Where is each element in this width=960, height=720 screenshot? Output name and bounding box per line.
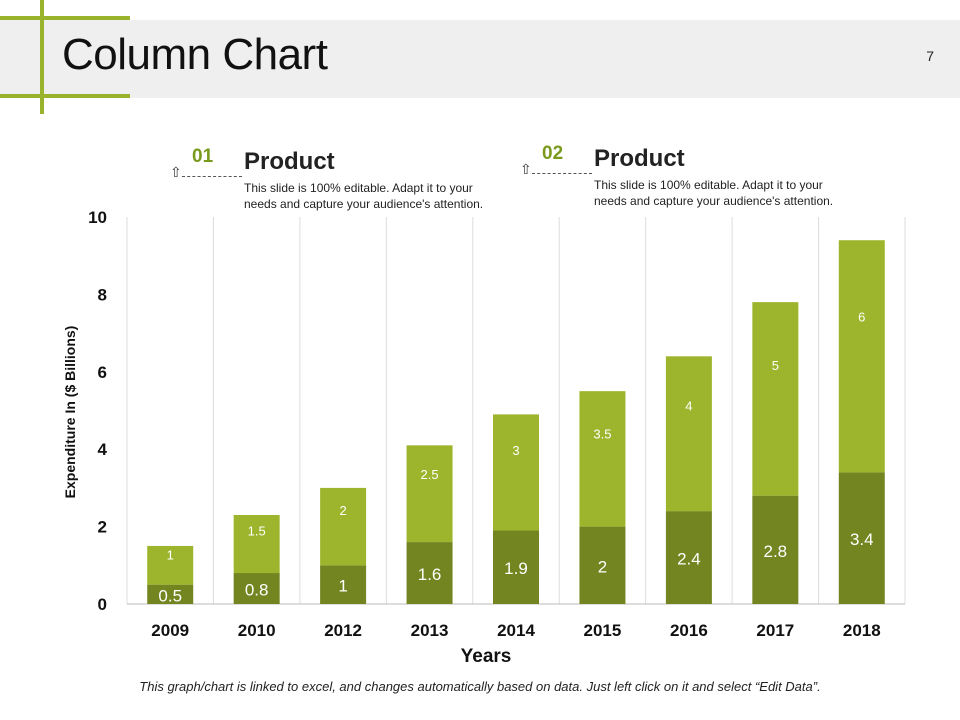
data-label: 3.4 [850, 530, 874, 549]
data-label: 2.8 [764, 542, 788, 561]
data-label: 0.5 [158, 586, 182, 605]
data-label: 3.5 [593, 427, 611, 442]
y-tick-label: 0 [98, 595, 107, 614]
callout-heading: Product [594, 145, 685, 172]
x-axis-title: Years [461, 646, 512, 667]
x-tick-label: 2018 [843, 621, 881, 640]
data-label: 1.6 [418, 565, 442, 584]
accent-line-top [0, 16, 130, 20]
bar-segment [665, 511, 712, 604]
data-label: 2 [339, 503, 346, 518]
y-tick-label: 4 [98, 440, 108, 459]
y-tick-label: 8 [98, 285, 107, 304]
dashed-leader [182, 176, 242, 177]
bar-segment [838, 472, 885, 604]
callout-number: 02 [542, 143, 564, 164]
data-label: 6 [858, 309, 865, 324]
x-tick-label: 2012 [324, 621, 362, 640]
bar-segment [147, 584, 194, 604]
x-tick-label: 2017 [756, 621, 794, 640]
data-label: 3 [512, 443, 519, 458]
bar-segment [752, 495, 799, 604]
data-label: 1 [167, 547, 174, 562]
data-label: 1.9 [504, 559, 528, 578]
bar-segment [838, 240, 885, 473]
page-number: 7 [926, 48, 934, 64]
bar-segment [752, 302, 799, 496]
x-tick-label: 2010 [238, 621, 276, 640]
data-label: 2.4 [677, 550, 701, 569]
bar-segment [579, 391, 626, 527]
bar-segment [493, 414, 539, 531]
data-label: 4 [685, 399, 692, 414]
x-tick-label: 2015 [584, 621, 622, 640]
up-arrow-icon: ⇧ [520, 161, 532, 177]
dashed-leader [532, 173, 592, 174]
up-arrow-icon: ⇧ [170, 164, 182, 180]
slide-title: Column Chart [62, 30, 328, 79]
x-tick-label: 2009 [151, 621, 189, 640]
accent-line-bottom [0, 94, 130, 98]
data-label: 5 [772, 358, 779, 373]
bar-segment [493, 530, 539, 604]
callout-text: This slide is 100% editable. Adapt it to… [244, 181, 484, 211]
y-axis-title: Expenditure In ($ Billions) [62, 326, 78, 499]
bar-segment [147, 545, 194, 585]
accent-line-vertical [40, 0, 44, 114]
y-tick-label: 6 [98, 363, 107, 382]
data-label: 1 [338, 577, 347, 596]
x-tick-label: 2013 [411, 621, 449, 640]
bar-segment [665, 356, 712, 512]
data-label: 2.5 [421, 467, 439, 482]
callout-heading: Product [244, 148, 335, 175]
bar-segment [233, 573, 280, 604]
footer-note: This graph/chart is linked to excel, and… [139, 679, 821, 694]
data-label: 0.8 [245, 581, 269, 600]
bar-segment [579, 526, 626, 604]
bar-segment [320, 487, 367, 566]
bar-segment [406, 445, 453, 543]
bar-segment [320, 565, 367, 604]
bar-segment [406, 542, 453, 604]
bar-segment [233, 514, 280, 574]
x-tick-label: 2014 [497, 621, 535, 640]
callout-number: 01 [192, 146, 214, 167]
y-tick-label: 2 [98, 518, 107, 537]
data-label: 2 [598, 557, 607, 576]
data-label: 1.5 [248, 523, 266, 538]
y-tick-label: 10 [88, 208, 107, 227]
x-tick-label: 2016 [670, 621, 708, 640]
header-band [0, 20, 960, 98]
callout-text: This slide is 100% editable. Adapt it to… [594, 178, 834, 208]
